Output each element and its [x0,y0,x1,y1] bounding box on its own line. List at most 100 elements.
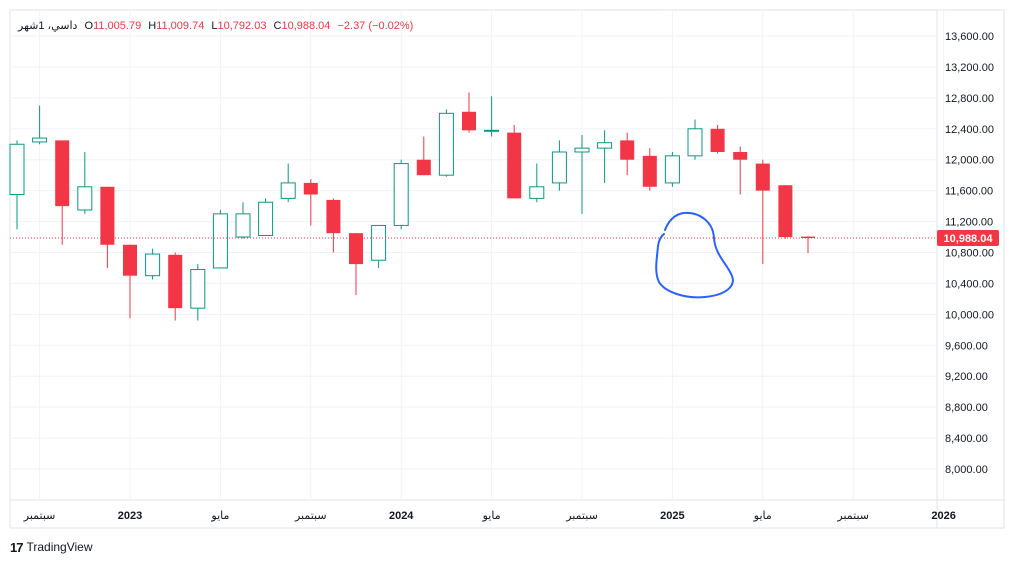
symbol-title: داسي، 1شهر [17,20,78,32]
candle[interactable] [484,96,500,137]
candle-body [551,151,567,184]
price-tick-label: 13,600.00 [945,31,994,43]
candle-body [801,236,815,238]
time-tick-label: 2023 [118,510,142,522]
svg-text:10,988.04: 10,988.04 [944,233,994,245]
time-axis[interactable]: سبتمبر 2023 مايو سبتمبر 2024 مايو سبتمبر 2025 ما… [23,510,1014,522]
candle-body [55,140,70,207]
price-tick-label: 12,000.00 [945,155,994,167]
candle[interactable] [280,163,296,203]
candle[interactable] [778,185,793,239]
candle-body [620,140,635,160]
candle[interactable] [733,146,748,195]
candle[interactable] [55,140,70,245]
candle-body [168,254,183,309]
price-tick-label: 8,400.00 [945,433,988,445]
candle[interactable] [349,233,363,296]
candle[interactable] [416,136,431,176]
candle[interactable] [145,248,161,280]
time-tick-label: مايو [482,510,501,522]
candle[interactable] [168,252,183,321]
price-tick-label: 8,000.00 [945,464,988,476]
time-tick-label: سبتمبر [836,510,869,522]
candle[interactable] [687,119,703,160]
tradingview-logo-icon: 17 [10,539,24,555]
candle[interactable] [190,264,206,321]
candle-body [687,128,703,157]
candle[interactable] [551,140,567,191]
price-tick-label: 9,200.00 [945,371,988,383]
candle[interactable] [100,186,115,268]
candle[interactable] [32,105,48,145]
candle-body [438,112,454,176]
last-price-badge: 10,988.04 [937,229,999,246]
candle[interactable] [9,140,25,230]
candle[interactable] [123,244,137,319]
candle[interactable] [597,130,613,183]
candle[interactable] [77,151,93,214]
candle[interactable] [574,134,590,214]
candle-body [145,253,161,277]
tradingview-branding[interactable]: 17 TradingView [10,538,93,556]
candle[interactable] [801,236,815,254]
time-tick-label: 2025 [660,510,684,522]
time-tick-label: سبتمبر [23,510,56,522]
candle[interactable] [438,109,454,177]
price-tick-label: 10,800.00 [945,248,994,260]
candle[interactable] [393,159,409,230]
candle-body [32,137,48,143]
price-axis[interactable]: 8,000.00 8,400.00 8,800.00 9,200.00 9,600.00… [945,31,994,476]
chart-border [9,9,1005,529]
candle-body [507,132,522,199]
candle[interactable] [529,163,545,203]
candle[interactable] [258,198,274,236]
price-tick-label: 8,800.00 [945,402,988,414]
candle[interactable] [507,124,522,199]
candle-body [77,186,93,211]
candle[interactable] [326,198,341,253]
candle[interactable] [462,92,476,133]
price-tick-label: 10,000.00 [945,309,994,321]
candle-body [280,182,296,199]
candle-body [212,213,228,269]
high-value: 11,009.74 [156,20,204,32]
candle-body [393,163,409,226]
candle-body [597,142,613,149]
candle-body [710,128,725,152]
candles[interactable] [9,92,815,321]
candle-body [349,233,363,265]
candle[interactable] [664,151,680,187]
candle[interactable] [212,209,228,269]
candle[interactable] [303,179,318,226]
candle[interactable] [620,132,635,176]
candle[interactable] [371,224,387,268]
candle-body [664,155,680,184]
time-tick-label: 2024 [389,510,414,522]
change-value: −2.37 (−0.02%) [337,20,413,32]
candle-body [190,269,206,309]
legend[interactable]: داسي، 1شهر O11,005.79 H11,009.74 L10,792… [17,20,413,32]
price-tick-label: 11,200.00 [945,217,993,229]
candle-body [755,163,770,191]
candle[interactable] [755,159,770,265]
time-tick-label: مايو [210,510,229,522]
high-label: H [148,20,156,32]
grid [10,10,945,500]
candle-body [642,155,657,187]
candle-body [484,129,500,132]
candle-body [326,199,341,234]
candle[interactable] [710,124,725,154]
drawn-annotation-circle[interactable] [655,211,734,299]
candle-body [100,186,115,245]
candle-body [416,159,431,176]
candle-body [778,185,793,238]
candle[interactable] [235,202,251,239]
time-tick-label: 2026 [931,510,955,522]
candle[interactable] [642,148,657,191]
price-tick-label: 12,800.00 [945,93,994,105]
low-label: L [211,20,217,32]
price-tick-label: 9,600.00 [945,340,988,352]
candle-body [529,186,545,199]
time-tick-label: سبتمبر [294,510,327,522]
candle-body [733,151,748,160]
